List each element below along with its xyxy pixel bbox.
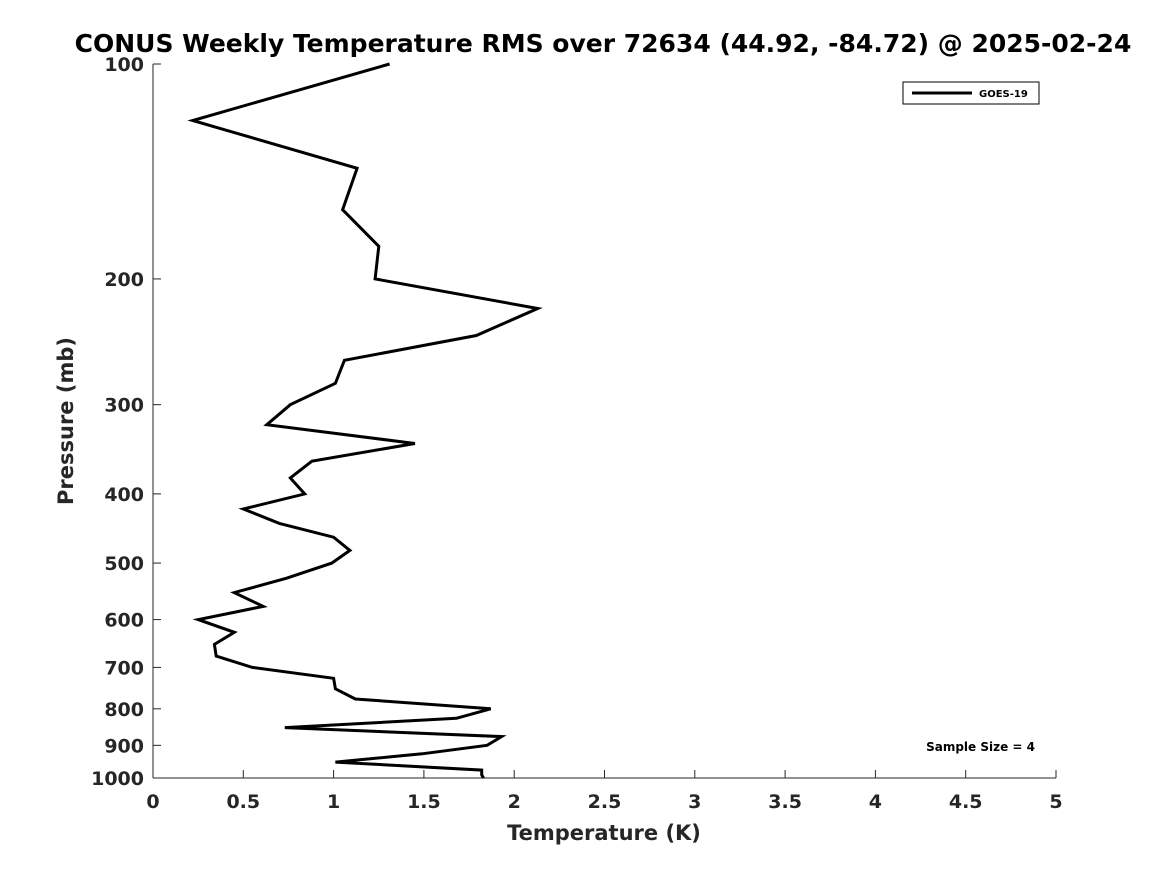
- y-tick-label: 200: [104, 269, 144, 291]
- x-tick-label: 4: [869, 791, 882, 813]
- y-axis-label: Pressure (mb): [54, 337, 78, 505]
- x-tick-label: 3: [688, 791, 701, 813]
- legend-label-goes-19: GOES-19: [979, 89, 1028, 100]
- x-axis-label: Temperature (K): [507, 821, 701, 845]
- x-tick-label: 3.5: [768, 791, 802, 813]
- y-tick-label: 700: [104, 657, 144, 679]
- legend: GOES-19: [902, 81, 1040, 105]
- y-tick-label: 600: [104, 610, 144, 632]
- series-line-goes-19: [187, 62, 543, 779]
- x-tick-label: 1: [327, 791, 340, 813]
- y-tick-label: 900: [104, 735, 144, 757]
- x-tick-label: 0: [146, 791, 159, 813]
- series-layer: [187, 62, 543, 779]
- y-tick-label: 500: [104, 553, 144, 575]
- y-tick-label: 1000: [91, 768, 144, 790]
- y-axis-ticks: 100 200 300 400 500 600 700 800 900 1000: [91, 54, 161, 790]
- y-tick-label: 400: [104, 484, 144, 506]
- x-tick-label: 2.5: [588, 791, 622, 813]
- x-tick-label: 2: [508, 791, 521, 813]
- x-tick-label: 1.5: [407, 791, 441, 813]
- y-tick-label: 800: [104, 699, 144, 721]
- sample-size-annotation: Sample Size = 4: [926, 740, 1035, 754]
- x-tick-label: 5: [1049, 791, 1062, 813]
- x-axis-ticks: 0 0.5 1 1.5 2 2.5 3 3.5 4 4.5 5: [146, 770, 1063, 813]
- y-tick-label: 100: [104, 54, 144, 76]
- y-tick-label: 300: [104, 395, 144, 417]
- x-tick-label: 4.5: [949, 791, 983, 813]
- x-tick-label: 0.5: [226, 791, 260, 813]
- chart-title: CONUS Weekly Temperature RMS over 72634 …: [75, 29, 1132, 58]
